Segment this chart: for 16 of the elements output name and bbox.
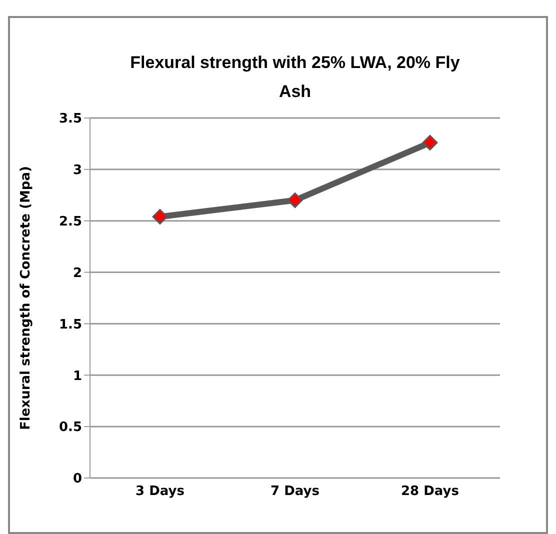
point: [287, 192, 303, 208]
y-axis-title: Flexural strength of Concrete (Mpa): [18, 166, 34, 430]
x-tick-label: 28 Days: [401, 484, 460, 500]
y-tick-label: 1.5: [58, 317, 82, 332]
y-tick-label: 0: [72, 472, 82, 487]
y-tick-label: 2.5: [58, 214, 82, 230]
y-tick-label: 3: [72, 163, 82, 178]
x-tick-label: 7 Days: [270, 484, 320, 500]
point: [422, 134, 438, 150]
chart-title: Flexural strength with 25% LWA, 20% Fly Ash: [129, 52, 461, 103]
y-tick-label: 3.5: [58, 112, 82, 127]
y-tick-label: 2: [72, 266, 82, 281]
x-tick-label: 3 Days: [136, 484, 185, 500]
y-tick-label: 0.5: [58, 420, 82, 436]
point: [152, 208, 168, 224]
y-tick-label: 1: [72, 368, 82, 384]
